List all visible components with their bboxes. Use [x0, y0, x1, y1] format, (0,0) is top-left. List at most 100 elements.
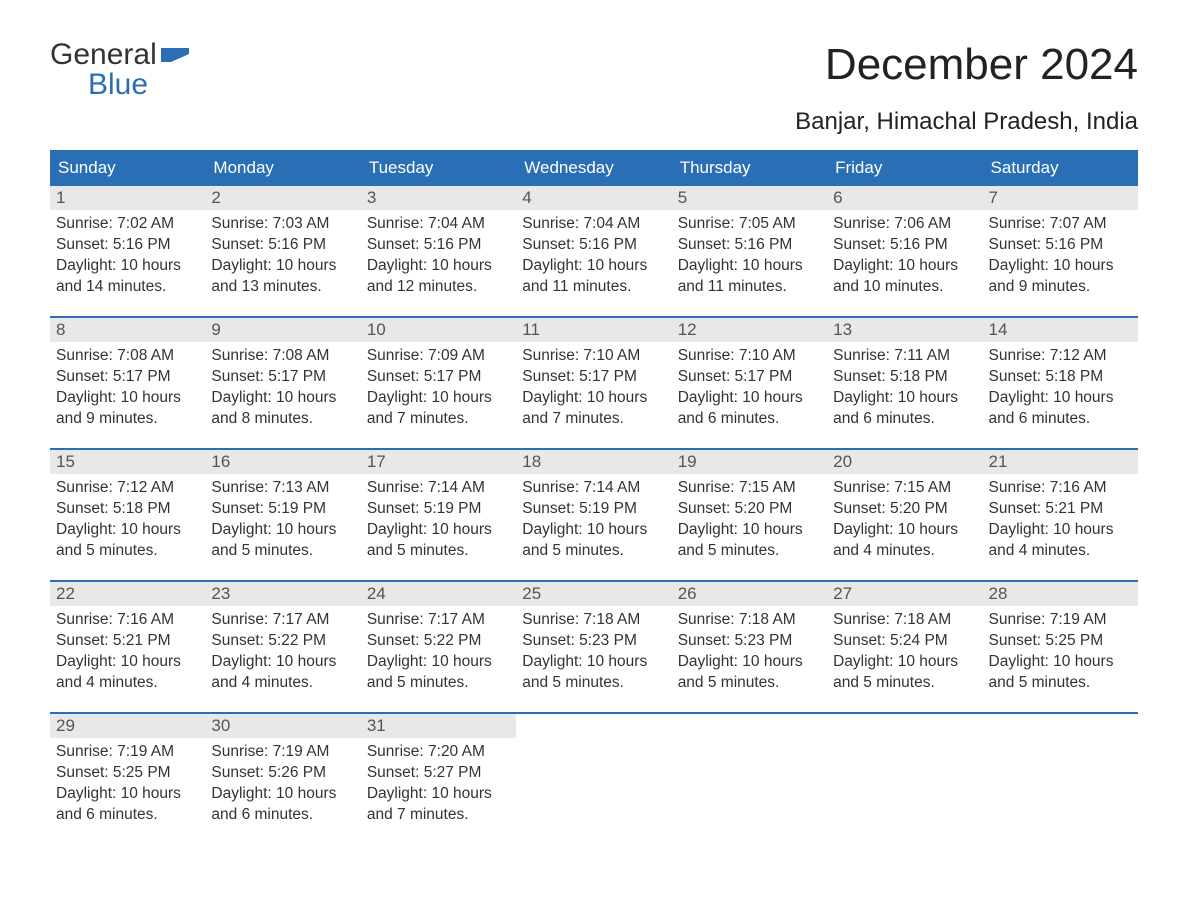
day-cell: 2Sunrise: 7:03 AMSunset: 5:16 PMDaylight… — [205, 186, 360, 316]
day-cell: 8Sunrise: 7:08 AMSunset: 5:17 PMDaylight… — [50, 318, 205, 448]
day-number: 26 — [672, 582, 827, 606]
day-number: 18 — [516, 450, 671, 474]
day-cell: 21Sunrise: 7:16 AMSunset: 5:21 PMDayligh… — [983, 450, 1138, 580]
day-number: 12 — [672, 318, 827, 342]
week-row: 15Sunrise: 7:12 AMSunset: 5:18 PMDayligh… — [50, 448, 1138, 580]
page-title: December 2024 — [825, 40, 1138, 90]
day-body: Sunrise: 7:07 AMSunset: 5:16 PMDaylight:… — [983, 210, 1138, 308]
day-cell: 22Sunrise: 7:16 AMSunset: 5:21 PMDayligh… — [50, 582, 205, 712]
day-body: Sunrise: 7:02 AMSunset: 5:16 PMDaylight:… — [50, 210, 205, 308]
day-number: 21 — [983, 450, 1138, 474]
day-number: 9 — [205, 318, 360, 342]
day-number: 17 — [361, 450, 516, 474]
day-cell — [672, 714, 827, 844]
day-number: 11 — [516, 318, 671, 342]
day-cell: 13Sunrise: 7:11 AMSunset: 5:18 PMDayligh… — [827, 318, 982, 448]
brand-text-2: Blue — [88, 70, 193, 100]
day-body: Sunrise: 7:08 AMSunset: 5:17 PMDaylight:… — [50, 342, 205, 440]
brand-logo: General Blue — [50, 40, 193, 100]
day-cell: 7Sunrise: 7:07 AMSunset: 5:16 PMDaylight… — [983, 186, 1138, 316]
day-number — [516, 714, 671, 718]
day-number: 8 — [50, 318, 205, 342]
day-body: Sunrise: 7:09 AMSunset: 5:17 PMDaylight:… — [361, 342, 516, 440]
day-body: Sunrise: 7:15 AMSunset: 5:20 PMDaylight:… — [827, 474, 982, 572]
day-cell: 29Sunrise: 7:19 AMSunset: 5:25 PMDayligh… — [50, 714, 205, 844]
day-number: 19 — [672, 450, 827, 474]
day-cell: 5Sunrise: 7:05 AMSunset: 5:16 PMDaylight… — [672, 186, 827, 316]
day-cell: 12Sunrise: 7:10 AMSunset: 5:17 PMDayligh… — [672, 318, 827, 448]
day-number: 1 — [50, 186, 205, 210]
day-body: Sunrise: 7:13 AMSunset: 5:19 PMDaylight:… — [205, 474, 360, 572]
day-header: Sunday — [50, 152, 205, 184]
day-cell: 25Sunrise: 7:18 AMSunset: 5:23 PMDayligh… — [516, 582, 671, 712]
day-cell: 18Sunrise: 7:14 AMSunset: 5:19 PMDayligh… — [516, 450, 671, 580]
day-number: 25 — [516, 582, 671, 606]
day-body: Sunrise: 7:19 AMSunset: 5:25 PMDaylight:… — [983, 606, 1138, 704]
day-cell: 20Sunrise: 7:15 AMSunset: 5:20 PMDayligh… — [827, 450, 982, 580]
day-number: 30 — [205, 714, 360, 738]
day-header: Wednesday — [516, 152, 671, 184]
day-cell: 9Sunrise: 7:08 AMSunset: 5:17 PMDaylight… — [205, 318, 360, 448]
day-number: 7 — [983, 186, 1138, 210]
day-body: Sunrise: 7:18 AMSunset: 5:24 PMDaylight:… — [827, 606, 982, 704]
day-body: Sunrise: 7:04 AMSunset: 5:16 PMDaylight:… — [361, 210, 516, 308]
day-number: 2 — [205, 186, 360, 210]
day-number: 3 — [361, 186, 516, 210]
day-number: 15 — [50, 450, 205, 474]
day-body: Sunrise: 7:17 AMSunset: 5:22 PMDaylight:… — [205, 606, 360, 704]
day-number: 14 — [983, 318, 1138, 342]
day-cell: 27Sunrise: 7:18 AMSunset: 5:24 PMDayligh… — [827, 582, 982, 712]
flag-icon — [159, 44, 193, 66]
day-number: 16 — [205, 450, 360, 474]
day-number: 20 — [827, 450, 982, 474]
week-row: 8Sunrise: 7:08 AMSunset: 5:17 PMDaylight… — [50, 316, 1138, 448]
day-number: 27 — [827, 582, 982, 606]
day-cell: 31Sunrise: 7:20 AMSunset: 5:27 PMDayligh… — [361, 714, 516, 844]
day-body: Sunrise: 7:12 AMSunset: 5:18 PMDaylight:… — [983, 342, 1138, 440]
day-number: 24 — [361, 582, 516, 606]
day-number: 22 — [50, 582, 205, 606]
day-body: Sunrise: 7:18 AMSunset: 5:23 PMDaylight:… — [672, 606, 827, 704]
week-row: 29Sunrise: 7:19 AMSunset: 5:25 PMDayligh… — [50, 712, 1138, 844]
day-cell: 6Sunrise: 7:06 AMSunset: 5:16 PMDaylight… — [827, 186, 982, 316]
day-cell: 30Sunrise: 7:19 AMSunset: 5:26 PMDayligh… — [205, 714, 360, 844]
calendar: SundayMondayTuesdayWednesdayThursdayFrid… — [50, 150, 1138, 844]
day-cell: 17Sunrise: 7:14 AMSunset: 5:19 PMDayligh… — [361, 450, 516, 580]
day-body: Sunrise: 7:10 AMSunset: 5:17 PMDaylight:… — [672, 342, 827, 440]
day-cell: 4Sunrise: 7:04 AMSunset: 5:16 PMDaylight… — [516, 186, 671, 316]
day-body: Sunrise: 7:12 AMSunset: 5:18 PMDaylight:… — [50, 474, 205, 572]
day-body: Sunrise: 7:03 AMSunset: 5:16 PMDaylight:… — [205, 210, 360, 308]
day-cell — [983, 714, 1138, 844]
day-body: Sunrise: 7:18 AMSunset: 5:23 PMDaylight:… — [516, 606, 671, 704]
location-subtitle: Banjar, Himachal Pradesh, India — [50, 108, 1138, 136]
day-header: Thursday — [672, 152, 827, 184]
day-number: 10 — [361, 318, 516, 342]
day-body: Sunrise: 7:11 AMSunset: 5:18 PMDaylight:… — [827, 342, 982, 440]
day-body: Sunrise: 7:14 AMSunset: 5:19 PMDaylight:… — [361, 474, 516, 572]
day-cell: 1Sunrise: 7:02 AMSunset: 5:16 PMDaylight… — [50, 186, 205, 316]
header: General Blue December 2024 — [50, 40, 1138, 100]
day-header: Tuesday — [361, 152, 516, 184]
week-row: 1Sunrise: 7:02 AMSunset: 5:16 PMDaylight… — [50, 184, 1138, 316]
day-number — [672, 714, 827, 718]
day-body: Sunrise: 7:04 AMSunset: 5:16 PMDaylight:… — [516, 210, 671, 308]
day-number: 6 — [827, 186, 982, 210]
day-header: Monday — [205, 152, 360, 184]
brand-text-1: General — [50, 40, 157, 70]
day-body: Sunrise: 7:16 AMSunset: 5:21 PMDaylight:… — [50, 606, 205, 704]
day-body: Sunrise: 7:05 AMSunset: 5:16 PMDaylight:… — [672, 210, 827, 308]
day-cell: 26Sunrise: 7:18 AMSunset: 5:23 PMDayligh… — [672, 582, 827, 712]
day-body: Sunrise: 7:14 AMSunset: 5:19 PMDaylight:… — [516, 474, 671, 572]
day-number: 31 — [361, 714, 516, 738]
day-cell: 3Sunrise: 7:04 AMSunset: 5:16 PMDaylight… — [361, 186, 516, 316]
day-cell: 19Sunrise: 7:15 AMSunset: 5:20 PMDayligh… — [672, 450, 827, 580]
day-cell: 23Sunrise: 7:17 AMSunset: 5:22 PMDayligh… — [205, 582, 360, 712]
day-body: Sunrise: 7:20 AMSunset: 5:27 PMDaylight:… — [361, 738, 516, 836]
day-body: Sunrise: 7:10 AMSunset: 5:17 PMDaylight:… — [516, 342, 671, 440]
day-number: 5 — [672, 186, 827, 210]
day-cell: 24Sunrise: 7:17 AMSunset: 5:22 PMDayligh… — [361, 582, 516, 712]
day-cell — [516, 714, 671, 844]
day-body: Sunrise: 7:15 AMSunset: 5:20 PMDaylight:… — [672, 474, 827, 572]
day-cell: 15Sunrise: 7:12 AMSunset: 5:18 PMDayligh… — [50, 450, 205, 580]
day-body: Sunrise: 7:19 AMSunset: 5:26 PMDaylight:… — [205, 738, 360, 836]
